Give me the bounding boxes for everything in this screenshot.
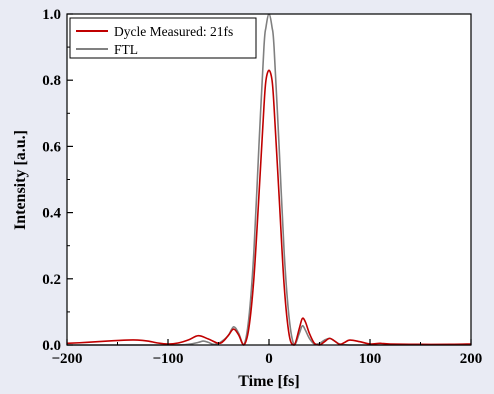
y-tick-label: 0.2 [42, 272, 61, 288]
x-tick-label: −100 [152, 351, 183, 367]
x-tick-label: −200 [51, 351, 82, 367]
series-layer [66, 13, 472, 346]
series-line-ftl [66, 13, 471, 346]
y-tick-label: 1.0 [42, 7, 61, 23]
series-line-measured [66, 69, 472, 346]
y-tick-label: 0.0 [42, 338, 61, 354]
legend-box [69, 17, 257, 59]
plot-frame [66, 13, 472, 346]
x-tick-label: 0 [265, 351, 273, 367]
plot-area [67, 14, 471, 345]
legend-label-ftl: FTL [114, 42, 138, 57]
x-tick-label: 200 [460, 351, 483, 367]
ticks-layer: −200 −100 0 100 200 0.0 0.2 0.4 0.6 0.8 1.0 [42, 7, 482, 367]
y-axis-title: Intensity [a.u.] [12, 130, 29, 230]
legend: Dycle Measured: 21fs FTL [69, 17, 257, 59]
y-tick-label: 0.8 [42, 73, 61, 89]
x-tick-label: 100 [359, 351, 382, 367]
y-tick-label: 0.6 [42, 139, 61, 155]
legend-label-measured: Dycle Measured: 21fs [114, 24, 233, 39]
y-tick-label: 0.4 [42, 206, 61, 222]
x-axis-title: Time [fs] [238, 373, 299, 390]
